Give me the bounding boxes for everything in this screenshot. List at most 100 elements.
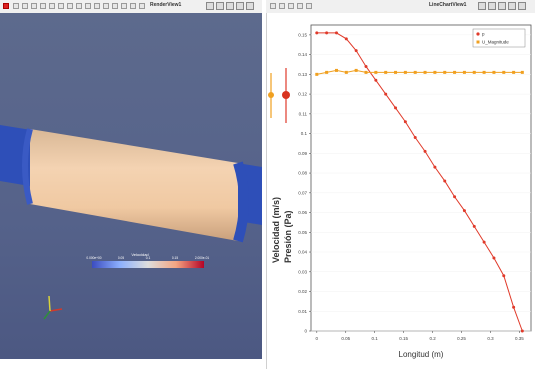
side-label-pressure: Presión (Pa) xyxy=(283,210,293,263)
side-label-velocity: Velocidad (m/s) xyxy=(271,197,281,263)
data-point-u-magnitude xyxy=(443,70,447,74)
chart-zoom-icon[interactable] xyxy=(288,3,294,9)
data-point-u-magnitude xyxy=(502,70,506,74)
series-line-u_magnitude xyxy=(316,69,523,75)
clear-selection-icon[interactable] xyxy=(121,3,127,9)
data-point-u-magnitude xyxy=(334,68,338,72)
data-point-u-magnitude xyxy=(344,70,348,74)
legend-p-label: p xyxy=(482,32,485,37)
data-point-p xyxy=(520,329,524,333)
render-scene: Velocidad 0.000e+00 0.05 0.1 0.15 2.000e-01 xyxy=(0,125,262,320)
chart-select-icon[interactable] xyxy=(270,3,276,9)
rotate-icon[interactable] xyxy=(49,3,55,9)
color-legend-bar xyxy=(92,261,204,268)
legend-p-marker xyxy=(476,32,480,36)
color-legend-ticks: 0.000e+00 0.05 0.1 0.15 2.000e-01 xyxy=(86,256,209,260)
render-viewport[interactable]: Velocidad 0.000e+00 0.05 0.1 0.15 2.000e-01 xyxy=(0,13,262,359)
axes-toggle-icon[interactable] xyxy=(13,3,19,9)
data-point-u-magnitude xyxy=(394,70,398,74)
y-tick-label: 0.15 xyxy=(298,32,307,37)
select-frustum-icon[interactable] xyxy=(76,3,82,9)
x-tick-label: 0.3 xyxy=(487,336,494,341)
data-point-u-magnitude xyxy=(325,70,329,74)
x-tick-label: 0.15 xyxy=(399,336,408,341)
select-cells-icon[interactable] xyxy=(58,3,64,9)
x-tick-label: 0.05 xyxy=(341,336,350,341)
data-point-u-magnitude xyxy=(512,70,516,74)
chart-area[interactable]: Velocidad (m/s) Presión (Pa) 0 0.01 0.02 0.… xyxy=(266,13,535,369)
data-point-u-magnitude xyxy=(482,70,486,74)
data-point-u-magnitude xyxy=(364,70,368,74)
color-legend-title: Velocidad xyxy=(131,252,148,257)
y-tick-label: 0.04 xyxy=(298,250,307,255)
data-point-p xyxy=(315,31,319,35)
y-tick-label: 0.02 xyxy=(298,289,307,294)
data-point-u-magnitude xyxy=(403,70,407,74)
close-icon[interactable] xyxy=(246,2,254,10)
x-axis-label: Longitud (m) xyxy=(399,350,444,359)
chart-split-horizontal-icon[interactable] xyxy=(478,2,486,10)
chart-view-title: LineChartView1 xyxy=(429,2,467,8)
select-block-icon[interactable] xyxy=(85,3,91,9)
legend-u-label: U_Magnitude xyxy=(482,40,509,45)
data-point-u-magnitude xyxy=(492,70,496,74)
y-tick-label: 0.11 xyxy=(299,111,308,116)
y-tick-label: 0.01 xyxy=(298,309,307,314)
data-point-u-magnitude xyxy=(354,68,358,72)
y-axis-ticks: 0 0.01 0.02 0.03 0.04 0.05 0.06 0.07 0.08 0.09 0.1… xyxy=(298,32,311,334)
y-tick-label: 0 xyxy=(304,329,307,334)
x-tick-label: 0.2 xyxy=(429,336,436,341)
split-horizontal-icon[interactable] xyxy=(206,2,214,10)
view-y-icon[interactable] xyxy=(31,3,37,9)
y-tick-label: 0.07 xyxy=(298,190,307,195)
y-tick-label: 0.1 xyxy=(301,131,308,136)
interactive-select-icon[interactable] xyxy=(94,3,100,9)
view-z-icon[interactable] xyxy=(40,3,46,9)
render-view-toolbar: RenderView1 xyxy=(0,0,262,14)
pressure-marker-icon xyxy=(282,91,290,99)
chart-series xyxy=(315,31,524,333)
color-legend-tick-label: 2.000e-01 xyxy=(195,256,210,260)
data-point-u-magnitude xyxy=(462,70,466,74)
shrink-selection-icon[interactable] xyxy=(112,3,118,9)
chart-export-icon[interactable] xyxy=(306,3,312,9)
legend-u-marker xyxy=(476,40,480,44)
chart-split-vertical-icon[interactable] xyxy=(488,2,496,10)
velocity-marker-icon xyxy=(268,92,274,98)
grow-selection-icon[interactable] xyxy=(103,3,109,9)
data-point-u-magnitude xyxy=(315,72,319,76)
data-point-p xyxy=(354,49,358,53)
color-legend-tick-label: 0.15 xyxy=(172,256,178,260)
y-tick-label: 0.13 xyxy=(298,72,307,77)
y-tick-label: 0.05 xyxy=(298,230,307,235)
plot-frame xyxy=(310,24,532,332)
data-point-p xyxy=(492,256,496,260)
zoom-to-box-icon[interactable] xyxy=(130,3,136,9)
split-vertical-icon[interactable] xyxy=(216,2,224,10)
line-chart-pane: LineChartView1 Velocidad (m/s) Presión (… xyxy=(266,0,535,369)
reset-camera-icon[interactable] xyxy=(3,3,9,9)
chart-maximize-icon[interactable] xyxy=(498,2,506,10)
settings-icon[interactable] xyxy=(236,2,244,10)
chart-pan-icon[interactable] xyxy=(279,3,285,9)
chart-settings-icon[interactable] xyxy=(508,2,516,10)
chart-reset-icon[interactable] xyxy=(297,3,303,9)
data-point-p xyxy=(433,165,437,169)
maximize-icon[interactable] xyxy=(226,2,234,10)
x-tick-label: 0.25 xyxy=(457,336,466,341)
color-legend-tick-label: 0.05 xyxy=(118,256,124,260)
chart-legend: p U_Magnitude xyxy=(472,28,526,48)
data-point-p xyxy=(472,224,476,228)
data-point-p xyxy=(334,31,338,35)
data-point-u-magnitude xyxy=(374,70,378,74)
line-chart: Velocidad (m/s) Presión (Pa) 0 0.01 0.02 0.… xyxy=(268,24,532,359)
select-points-icon[interactable] xyxy=(67,3,73,9)
camera-undo-icon[interactable] xyxy=(139,3,145,9)
chart-close-icon[interactable] xyxy=(518,2,526,10)
data-point-p xyxy=(502,274,506,278)
view-x-icon[interactable] xyxy=(22,3,28,9)
y-tick-label: 0.06 xyxy=(298,210,307,215)
color-legend-tick-label: 0.000e+00 xyxy=(86,256,101,260)
pipe-body xyxy=(30,129,238,241)
color-legend-tick-label: 0.1 xyxy=(146,256,151,260)
